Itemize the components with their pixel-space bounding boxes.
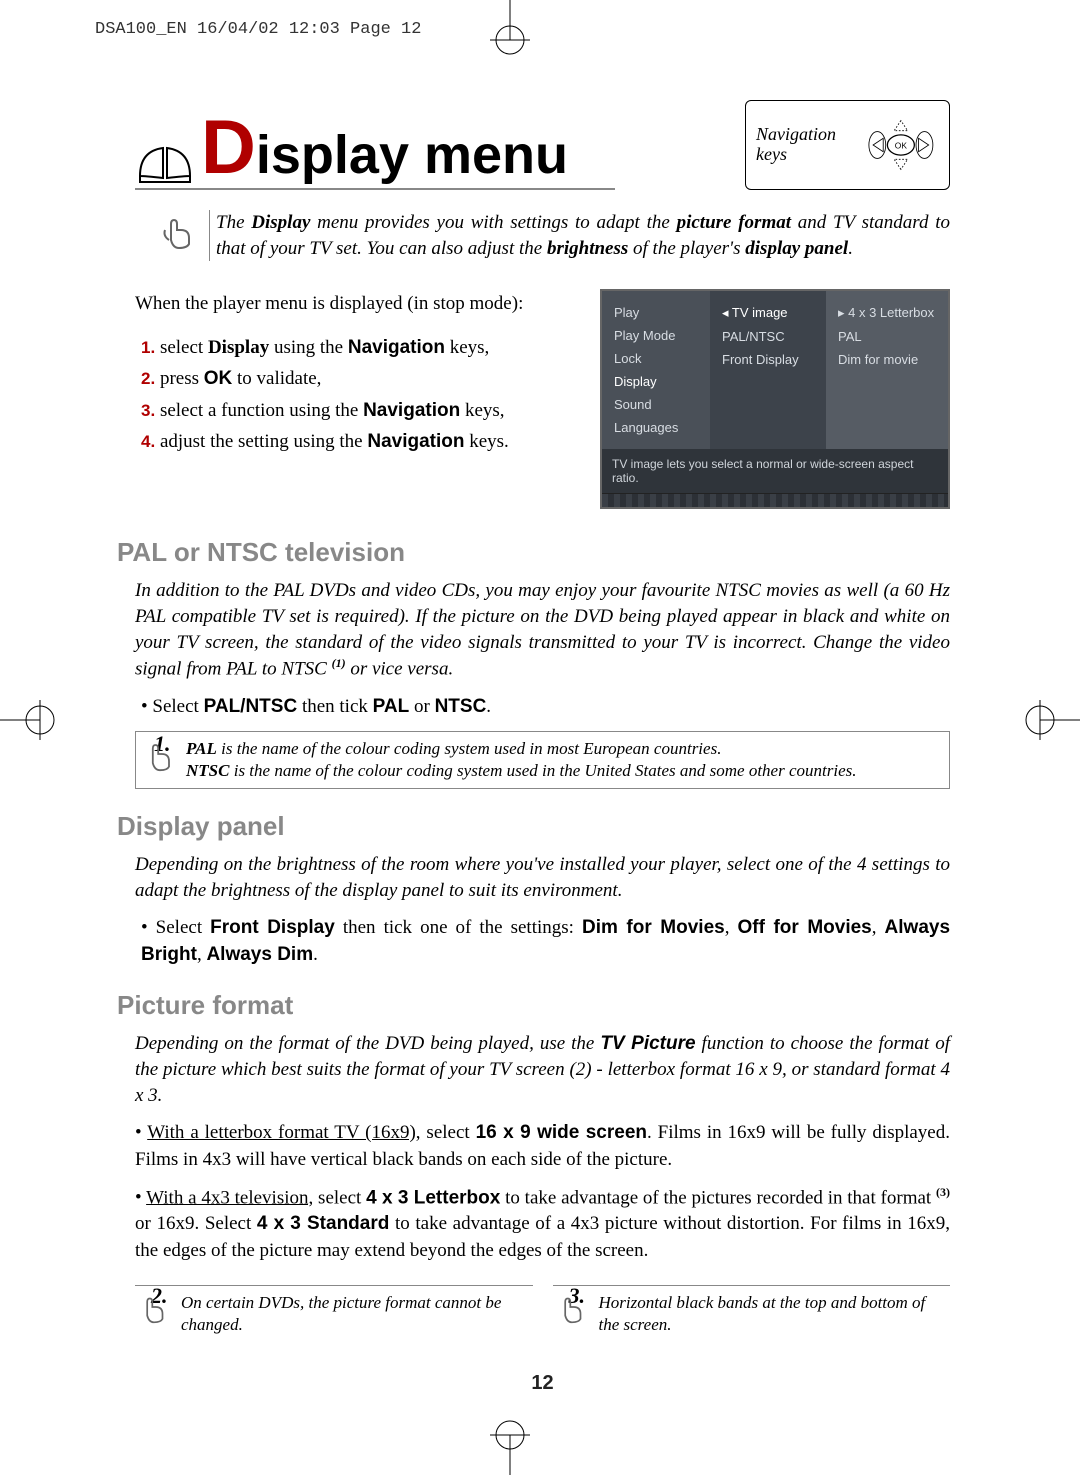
- footnote-3: 3. Horizontal black bands at the top and…: [553, 1285, 951, 1336]
- screenshot-hint: TV image lets you select a normal or wid…: [602, 449, 948, 493]
- heading-display-panel: Display panel: [117, 811, 950, 842]
- pal-ntsc-para: In addition to the PAL DVDs and video CD…: [135, 578, 950, 682]
- crop-mark-left: [0, 690, 60, 750]
- screenshot-col3: ▸ 4 x 3 Letterbox PAL Dim for movie: [826, 291, 948, 449]
- page-number: 12: [135, 1372, 950, 1395]
- heading-picture-format: Picture format: [117, 990, 950, 1021]
- picture-format-bullets: With a letterbox format TV (16x9), selec…: [135, 1120, 950, 1264]
- crop-mark-top: [480, 0, 540, 60]
- picture-format-para: Depending on the format of the DVD being…: [135, 1031, 950, 1108]
- print-header: DSA100_EN 16/04/02 12:03 Page 12: [95, 20, 421, 39]
- screenshot-filmstrip: [602, 493, 948, 507]
- hand-pointer-icon: [137, 1290, 171, 1324]
- navigation-keys-box: Navigation keys OK: [745, 100, 950, 190]
- hand-pointer-icon: [159, 210, 199, 250]
- svg-text:OK: OK: [895, 140, 908, 150]
- display-panel-para: Depending on the brightness of the room …: [135, 852, 950, 903]
- nav-pad-icon: OK: [863, 110, 939, 180]
- footnote-2: 2. On certain DVDs, the picture format c…: [135, 1285, 533, 1336]
- crop-mark-right: [1020, 690, 1080, 750]
- page-title: Display menu: [201, 110, 568, 186]
- page-content: Display menu Navigation keys OK The Disp…: [135, 100, 950, 1395]
- heading-pal-ntsc: PAL or NTSC television: [117, 537, 950, 568]
- screenshot-col1: Play Play Mode Lock Display Sound Langua…: [602, 291, 710, 449]
- display-panel-bullet: • Select Front Display then tick one of …: [141, 915, 950, 968]
- note-1: 1. PAL is the name of the colour coding …: [135, 731, 950, 789]
- steps-list: 1. select Display using the Navigation k…: [141, 333, 570, 457]
- hand-pointer-icon: [142, 736, 178, 772]
- intro-text: The Display menu provides you with setti…: [209, 210, 950, 261]
- nav-keys-label: Navigation keys: [756, 125, 853, 165]
- book-icon: [135, 136, 195, 186]
- steps-lead: When the player menu is displayed (in st…: [135, 289, 570, 318]
- page-title-block: Display menu: [135, 110, 615, 190]
- screenshot-col2: ◂ TV image PAL/NTSC Front Display: [710, 291, 826, 449]
- steps-column: When the player menu is displayed (in st…: [135, 289, 570, 509]
- hand-pointer-icon: [555, 1290, 589, 1324]
- pal-ntsc-bullet: • Select PAL/NTSC then tick PAL or NTSC.: [141, 694, 950, 721]
- menu-screenshot: Play Play Mode Lock Display Sound Langua…: [600, 289, 950, 509]
- crop-mark-bottom: [480, 1415, 540, 1475]
